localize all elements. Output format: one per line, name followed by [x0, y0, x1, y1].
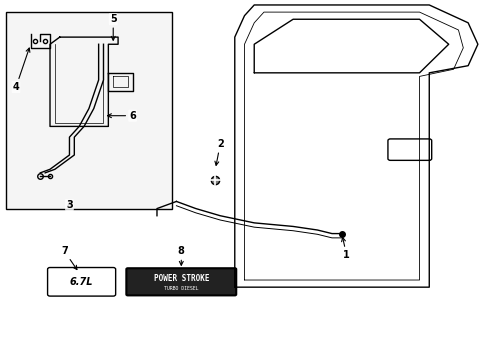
Text: 6: 6 [107, 111, 136, 121]
Text: TURBO DIESEL: TURBO DIESEL [163, 285, 198, 291]
FancyBboxPatch shape [126, 268, 236, 296]
Text: 1: 1 [341, 238, 349, 260]
Text: 3: 3 [66, 200, 73, 210]
Text: POWER STROKE: POWER STROKE [153, 274, 208, 283]
Text: 2: 2 [215, 139, 223, 165]
Text: 8: 8 [178, 247, 184, 265]
Text: 5: 5 [110, 14, 116, 40]
Text: 7: 7 [61, 247, 77, 270]
Text: 6.7L: 6.7L [70, 277, 93, 287]
Bar [6, 12, 171, 208]
Text: 4: 4 [13, 48, 30, 92]
